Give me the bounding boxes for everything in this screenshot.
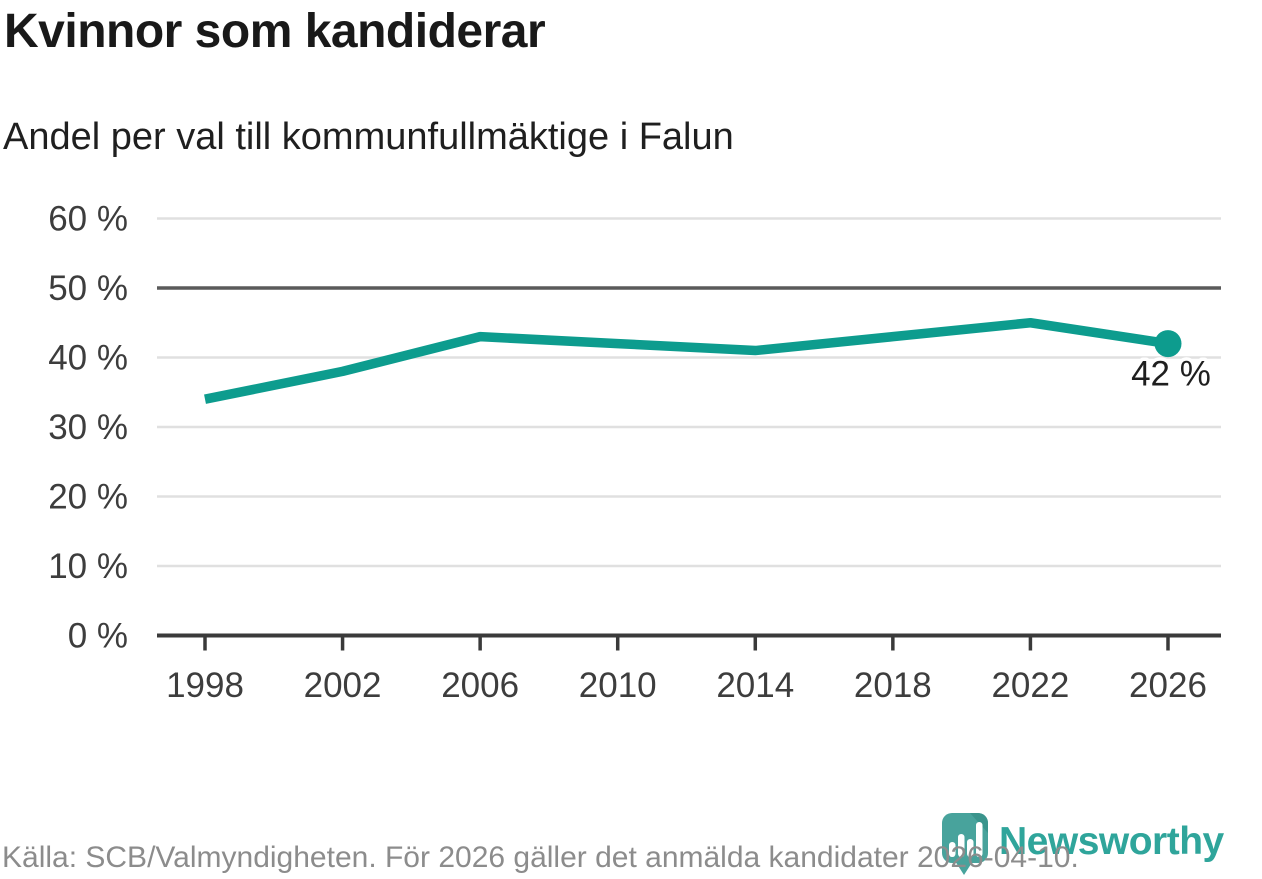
y-tick-label: 60 % <box>48 200 128 239</box>
chart-title: Kvinnor som kandiderar <box>4 5 546 58</box>
x-tick-label: 2018 <box>854 666 932 705</box>
newsworthy-logo-icon <box>942 813 988 875</box>
x-tick-label: 2006 <box>441 666 519 705</box>
y-tick-label: 0 % <box>68 617 128 656</box>
chart-subtitle: Andel per val till kommunfullmäktige i F… <box>3 116 734 158</box>
y-tick-label: 50 % <box>48 269 128 308</box>
x-tick-label: 2010 <box>579 666 657 705</box>
end-point-marker <box>1154 330 1182 358</box>
y-tick-label: 40 % <box>48 339 128 378</box>
x-tick-label: 2022 <box>991 666 1069 705</box>
x-tick-label: 2026 <box>1129 666 1207 705</box>
newsworthy-logo: Newsworthy <box>942 813 1224 877</box>
logo-bubble-tail <box>955 861 973 875</box>
x-tick-label: 1998 <box>166 666 244 705</box>
y-tick-label: 30 % <box>48 408 128 447</box>
data-line <box>204 318 1169 404</box>
y-tick-label: 10 % <box>48 547 128 586</box>
end-point-label: 42 % <box>1131 355 1211 394</box>
x-tick-label: 2002 <box>304 666 382 705</box>
newsworthy-wordmark: Newsworthy <box>999 820 1224 863</box>
y-tick-label: 20 % <box>48 478 128 517</box>
x-tick-label: 2014 <box>716 666 794 705</box>
source-note: Källa: SCB/Valmyndigheten. För 2026 gäll… <box>2 841 1079 874</box>
logo-bars-icon <box>949 822 983 857</box>
